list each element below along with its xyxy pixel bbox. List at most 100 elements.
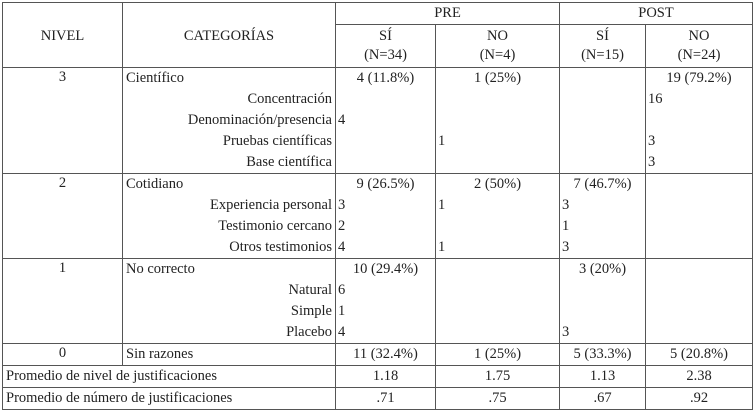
value-cell: 2: [335, 216, 436, 237]
column-label: NO: [487, 28, 508, 44]
empty-cell: [645, 322, 753, 344]
empty-cell: [645, 237, 753, 259]
column-n: (N=24): [677, 47, 721, 63]
value-cell: 3: [645, 152, 753, 174]
column-label: SÍ: [379, 28, 392, 44]
average-label: Promedio de nivel de justificaciones: [2, 365, 336, 388]
empty-cell: [335, 89, 436, 110]
value-cell: 5 (20.8%): [645, 343, 753, 366]
empty-cell: [559, 152, 646, 174]
value-cell: 3: [559, 322, 646, 344]
column-header: SÍ (N=34): [335, 24, 436, 68]
value-cell: 1: [335, 301, 436, 322]
body-row: Testimonio cercano 2 1: [3, 216, 753, 237]
value-cell: 11 (32.4%): [335, 343, 436, 366]
value-cell: 1: [435, 195, 560, 216]
column-n: (N=4): [479, 47, 516, 63]
average-row: Promedio de nivel de justificaciones 1.18…: [2, 365, 753, 388]
subcategory: Pruebas científicas: [122, 131, 336, 152]
empty-cell: [559, 280, 646, 301]
body-row: Concentración 16: [3, 89, 753, 110]
average-value: 1.18: [335, 365, 436, 388]
average-value: .71: [335, 387, 436, 410]
body-row: Simple 1: [3, 301, 753, 322]
column-header: NO (N=24): [645, 24, 753, 68]
body-row: 1 No correcto 10 (29.4%) 3 (20%): [2, 258, 753, 344]
header-row: SÍ (N=34) NO (N=4) SÍ (N=15) NO (N=24): [3, 24, 753, 68]
value-cell: 5 (33.3%): [559, 343, 646, 366]
subcategory: Natural: [122, 280, 336, 301]
empty-cell: [645, 110, 753, 131]
category: Sin razones: [122, 343, 336, 366]
value-cell: 3: [559, 237, 646, 259]
value-cell: 2 (50%): [435, 173, 560, 195]
subcategory: Concentración: [122, 89, 336, 110]
empty-cell: [435, 110, 560, 131]
group-header: POST: [559, 2, 753, 25]
group-header: PRE: [335, 2, 560, 25]
average-value: .75: [435, 387, 560, 410]
value-cell: 1: [435, 237, 560, 259]
body-row: Experiencia personal 3 1 3: [3, 195, 753, 216]
value-cell: 3: [645, 131, 753, 152]
empty-cell: [559, 89, 646, 110]
empty-cell: [435, 258, 560, 280]
column-n: (N=34): [364, 47, 407, 63]
empty-cell: [559, 110, 646, 131]
body-row: 2 Cotidiano 9 (26.5%) 2 (50%) 7 (46.7%): [2, 173, 753, 259]
empty-cell: [559, 67, 646, 89]
empty-cell: [435, 152, 560, 174]
column-header: SÍ (N=15): [559, 24, 646, 68]
empty-cell: [645, 280, 753, 301]
subcategory: Experiencia personal: [122, 195, 336, 216]
empty-cell: [645, 216, 753, 237]
empty-cell: [335, 131, 436, 152]
empty-cell: [435, 89, 560, 110]
categorias-header: CATEGORÍAS: [122, 2, 336, 68]
empty-cell: [645, 258, 753, 280]
empty-cell: [435, 280, 560, 301]
value-cell: 19 (79.2%): [645, 67, 753, 89]
category: Científico: [122, 67, 336, 89]
value-cell: 10 (29.4%): [335, 258, 436, 280]
value-cell: 4 (11.8%): [335, 67, 436, 89]
column-label: SÍ: [596, 28, 609, 44]
header-row: NIVEL CATEGORÍAS PRE POST: [2, 2, 753, 68]
average-value: .92: [645, 387, 753, 410]
subcategory: Placebo: [122, 322, 336, 344]
value-cell: 7 (46.7%): [559, 173, 646, 195]
nivel-cell: 1: [2, 258, 123, 344]
empty-cell: [435, 216, 560, 237]
body-row: Natural 6: [3, 280, 753, 301]
column-label: NO: [688, 28, 710, 44]
value-cell: 1: [559, 216, 646, 237]
body-row: 3 Científico 4 (11.8%) 1 (25%) 19 (79.2%): [2, 67, 753, 174]
table: NIVEL CATEGORÍAS PRE POST SÍ (N=34) NO (N=4) SÍ (…: [2, 2, 753, 410]
nivel-cell: 0: [2, 343, 123, 366]
nivel-cell: 2: [2, 173, 123, 259]
average-value: 2.38: [645, 365, 753, 388]
column-n: (N=15): [581, 47, 624, 63]
value-cell: 4: [335, 110, 436, 131]
value-cell: 9 (26.5%): [335, 173, 436, 195]
subcategory: Simple: [122, 301, 336, 322]
empty-cell: [335, 152, 436, 174]
value-cell: 1 (25%): [435, 67, 560, 89]
value-cell: 16: [645, 89, 753, 110]
average-value: .67: [559, 387, 646, 410]
empty-cell: [559, 131, 646, 152]
nivel-cell: 3: [2, 67, 123, 174]
value-cell: 4: [335, 237, 436, 259]
average-value: 1.13: [559, 365, 646, 388]
body-row: 0 Sin razones 11 (32.4%) 1 (25%) 5 (33.3%) 5 …: [2, 343, 753, 366]
empty-cell: [435, 322, 560, 344]
subcategory: Base científica: [122, 152, 336, 174]
body-row: Placebo 4 3: [3, 322, 753, 344]
column-header: NO (N=4): [435, 24, 560, 68]
subcategory: Denominación/presencia: [122, 110, 336, 131]
body-row: Pruebas científicas 1 3: [3, 131, 753, 152]
empty-cell: [645, 195, 753, 216]
average-row: Promedio de número de justificaciones .71…: [2, 387, 753, 410]
category: No correcto: [122, 258, 336, 280]
